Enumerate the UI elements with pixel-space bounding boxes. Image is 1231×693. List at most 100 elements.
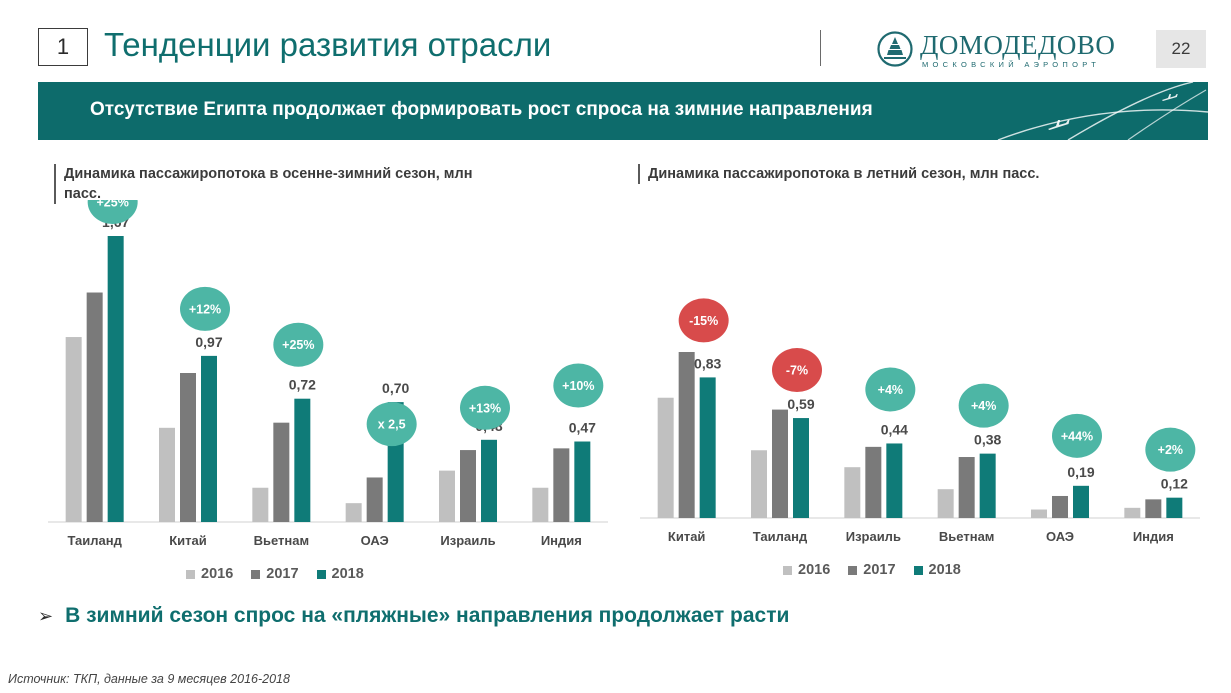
summer-chart-title: Динамика пассажиропотока в летний сезон,…	[638, 164, 1088, 184]
data-label: 0,97	[195, 334, 222, 350]
winter-chart-title: Динамика пассажиропотока в осенне-зимний…	[54, 164, 504, 204]
change-badge-text: +4%	[878, 383, 903, 397]
legend-swatch-2016	[186, 569, 195, 579]
data-label: 0,59	[787, 396, 814, 412]
change-badge	[958, 383, 1009, 428]
page-title: Тенденции развития отрасли	[104, 26, 552, 63]
airport-logo: ДОМОДЕДОВО МОСКОВСКИЙ АЭРОПОРТ	[876, 28, 1115, 70]
bar-2018	[481, 439, 497, 522]
change-badge-text: +4%	[971, 399, 996, 413]
legend-label: 2017	[863, 562, 896, 578]
bar-2016	[657, 397, 674, 518]
bar-2017	[865, 446, 882, 518]
category-label: Индия	[541, 533, 582, 548]
bar-2018	[699, 377, 716, 518]
headline-banner: Отсутствие Египта продолжает формировать…	[38, 82, 1208, 140]
data-label: 0,72	[289, 377, 316, 393]
arrow-bullet-icon: ➢	[38, 606, 54, 626]
logo-subtitle: МОСКОВСКИЙ АЭРОПОРТ	[922, 60, 1101, 69]
bar-2018	[574, 441, 591, 522]
bar-2018	[979, 453, 996, 518]
change-badge	[1052, 413, 1102, 458]
change-badge-text: +25%	[282, 338, 314, 352]
change-badge-text: +13%	[469, 401, 501, 415]
bar-2018	[886, 443, 903, 518]
data-label: 0,70	[382, 380, 409, 396]
legend-item-2018: 2018	[913, 562, 961, 578]
category-label: Индия	[1133, 529, 1174, 544]
bar-2016	[937, 489, 954, 518]
bar-2016	[532, 487, 549, 522]
bar-2018	[294, 398, 311, 522]
bar-2016	[1031, 509, 1047, 518]
bar-2017	[366, 477, 383, 522]
change-badge	[87, 200, 138, 224]
bar-2017	[86, 292, 103, 522]
bar-2017	[273, 422, 290, 522]
change-badge-text: -15%	[689, 314, 718, 328]
legend-label: 2017	[266, 566, 299, 582]
change-badge	[678, 298, 729, 343]
change-badge-text: x 2,5	[378, 418, 406, 432]
legend-item-2016: 2016	[783, 562, 830, 578]
bar-2016	[159, 427, 175, 522]
banner-text: Отсутствие Египта продолжает формировать…	[90, 99, 873, 120]
legend-item-2016: 2016	[186, 566, 233, 582]
bar-2018	[793, 418, 809, 518]
category-label: Израиль	[440, 533, 495, 548]
bar-2017	[553, 448, 570, 522]
bar-2016	[844, 467, 861, 518]
legend-label: 2018	[928, 562, 961, 578]
change-badge-text: +12%	[189, 302, 221, 316]
legend-label: 2016	[798, 562, 831, 578]
change-badge-text: -7%	[786, 364, 808, 378]
category-label: Таиланд	[67, 533, 122, 548]
bar-2017	[460, 450, 476, 522]
header-divider	[820, 30, 821, 66]
change-badge-text: +10%	[562, 379, 594, 393]
data-label: 0,19	[1067, 464, 1094, 480]
conclusion: ➢ В зимний сезон спрос на «пляжные» напра…	[38, 604, 789, 628]
summer-bar-chart: 0,83 Китай -15% 0,59 Таиланд -7% 0,44 Израиль +4…	[640, 298, 1200, 544]
category-label: Вьетнам	[939, 529, 995, 544]
category-label: Вьетнам	[254, 533, 310, 548]
legend-label: 2018	[331, 566, 364, 582]
bar-2017	[180, 373, 196, 522]
legend-label: 2016	[201, 566, 234, 582]
bar-2017	[772, 409, 788, 518]
legend-item-2017: 2017	[848, 562, 896, 578]
bar-2016	[751, 450, 767, 518]
change-badge	[366, 402, 417, 447]
legend-item-2018: 2018	[316, 566, 364, 582]
bar-2016	[345, 503, 362, 522]
airport-emblem-icon	[877, 31, 913, 67]
category-label: ОАЭ	[361, 533, 389, 548]
source-note: Источник: ТКП, данные за 9 месяцев 2016-…	[8, 672, 290, 686]
category-label: Таиланд	[753, 529, 808, 544]
category-label: Израиль	[846, 529, 901, 544]
category-label: ОАЭ	[1046, 529, 1074, 544]
change-badge	[553, 363, 604, 408]
legend-swatch-2018	[913, 565, 923, 575]
bar-2016	[65, 337, 82, 522]
bar-2017	[678, 352, 695, 518]
bar-2016	[252, 487, 269, 522]
change-badge	[1145, 427, 1196, 472]
data-label: 0,44	[881, 421, 908, 437]
summer-chart-legend: 2016 2017 2018	[783, 562, 961, 578]
bar-2017	[1052, 495, 1068, 518]
data-label: 0,47	[569, 420, 596, 436]
bar-2017	[1145, 499, 1162, 518]
legend-swatch-2016	[783, 565, 792, 575]
change-badge	[180, 286, 230, 331]
legend-swatch-2017	[251, 569, 261, 579]
legend-swatch-2018	[316, 569, 326, 579]
flight-path-decoration-icon	[997, 82, 1208, 140]
bar-2018	[107, 236, 124, 522]
bar-2018	[201, 355, 217, 522]
bar-2016	[439, 470, 455, 522]
category-label: Китай	[668, 529, 706, 544]
change-badge	[273, 322, 324, 367]
legend-item-2017: 2017	[251, 566, 299, 582]
winter-bar-chart: 1,67Таиланд+25%0,97Китай+12%0,72Вьетнам+…	[48, 200, 608, 548]
